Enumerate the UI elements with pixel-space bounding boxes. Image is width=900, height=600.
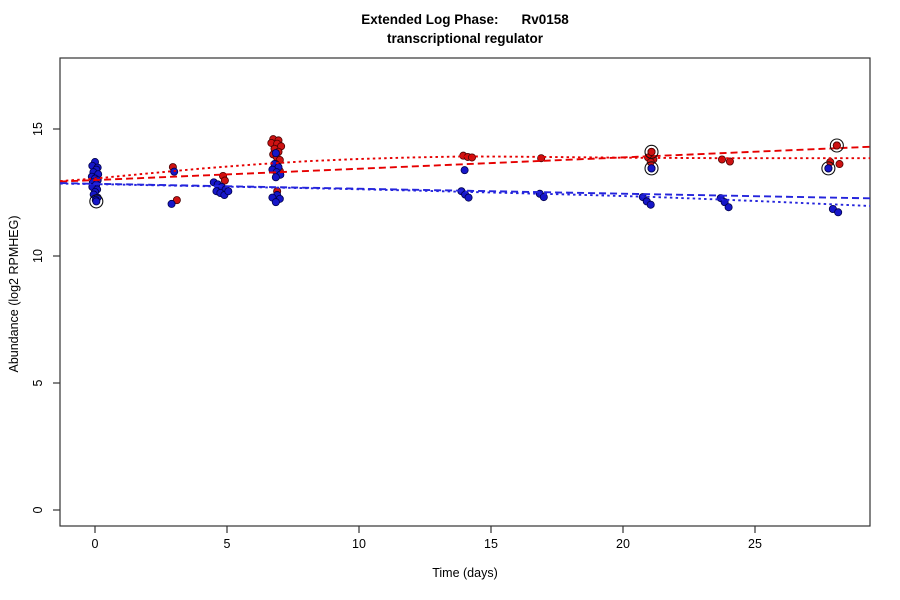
x-axis-title: Time (days) — [432, 566, 498, 580]
y-axis-tick-label: 10 — [31, 249, 45, 263]
data-point-red — [172, 196, 181, 205]
data-point-blue — [834, 208, 843, 217]
data-point-blue — [224, 187, 233, 196]
data-point-red — [835, 160, 844, 169]
highlight-ring — [829, 138, 844, 153]
y-axis-tick-label: 5 — [31, 379, 45, 386]
x-axis-tick-label: 25 — [748, 537, 762, 551]
data-point-red — [467, 153, 476, 162]
y-axis-tick-label: 0 — [31, 506, 45, 513]
data-point-blue — [724, 203, 733, 212]
data-point-red — [220, 176, 229, 185]
highlighted-data-point-red — [647, 147, 656, 156]
x-axis-tick-label: 15 — [484, 537, 498, 551]
blue-smooth-fit-trendline — [60, 182, 871, 207]
highlighted-data-point-blue — [824, 164, 833, 173]
data-point-blue — [464, 193, 473, 202]
data-point-blue — [460, 166, 469, 175]
y-axis-tick-label: 15 — [31, 122, 45, 136]
highlight-ring — [821, 161, 836, 176]
chart-title-gene: Rv0158 — [521, 12, 569, 27]
data-point-blue — [271, 173, 280, 182]
red-smooth-fit-trendline — [60, 155, 871, 183]
data-point-blue — [271, 198, 280, 207]
plot-frame — [59, 57, 871, 527]
chart-title-phase: Extended Log Phase: — [361, 12, 499, 27]
data-point-blue — [539, 193, 548, 202]
x-axis-tick-label: 10 — [352, 537, 366, 551]
x-axis-tick-label: 20 — [616, 537, 630, 551]
data-point-blue — [646, 200, 655, 209]
data-point-red — [718, 155, 727, 164]
highlighted-data-point-blue — [647, 164, 656, 173]
highlight-ring — [89, 194, 104, 209]
x-axis-tick-label: 5 — [224, 537, 231, 551]
y-axis-title: Abundance (log2 RPMHEG) — [7, 215, 21, 373]
red-linear-fit-trendline — [60, 145, 871, 183]
highlighted-data-point-red — [832, 141, 841, 150]
x-axis-tick-label: 0 — [92, 537, 99, 551]
highlight-ring — [644, 144, 659, 159]
chart-title-line1: Extended Log Phase: Rv0158 — [30, 12, 900, 27]
data-point-blue — [271, 149, 280, 158]
blue-linear-fit-trendline — [60, 182, 871, 200]
highlighted-data-point-blue — [92, 197, 101, 206]
chart-title-line2: transcriptional regulator — [386, 31, 544, 46]
data-point-red — [725, 157, 734, 166]
data-point-blue — [167, 199, 176, 208]
highlight-ring — [644, 161, 659, 176]
